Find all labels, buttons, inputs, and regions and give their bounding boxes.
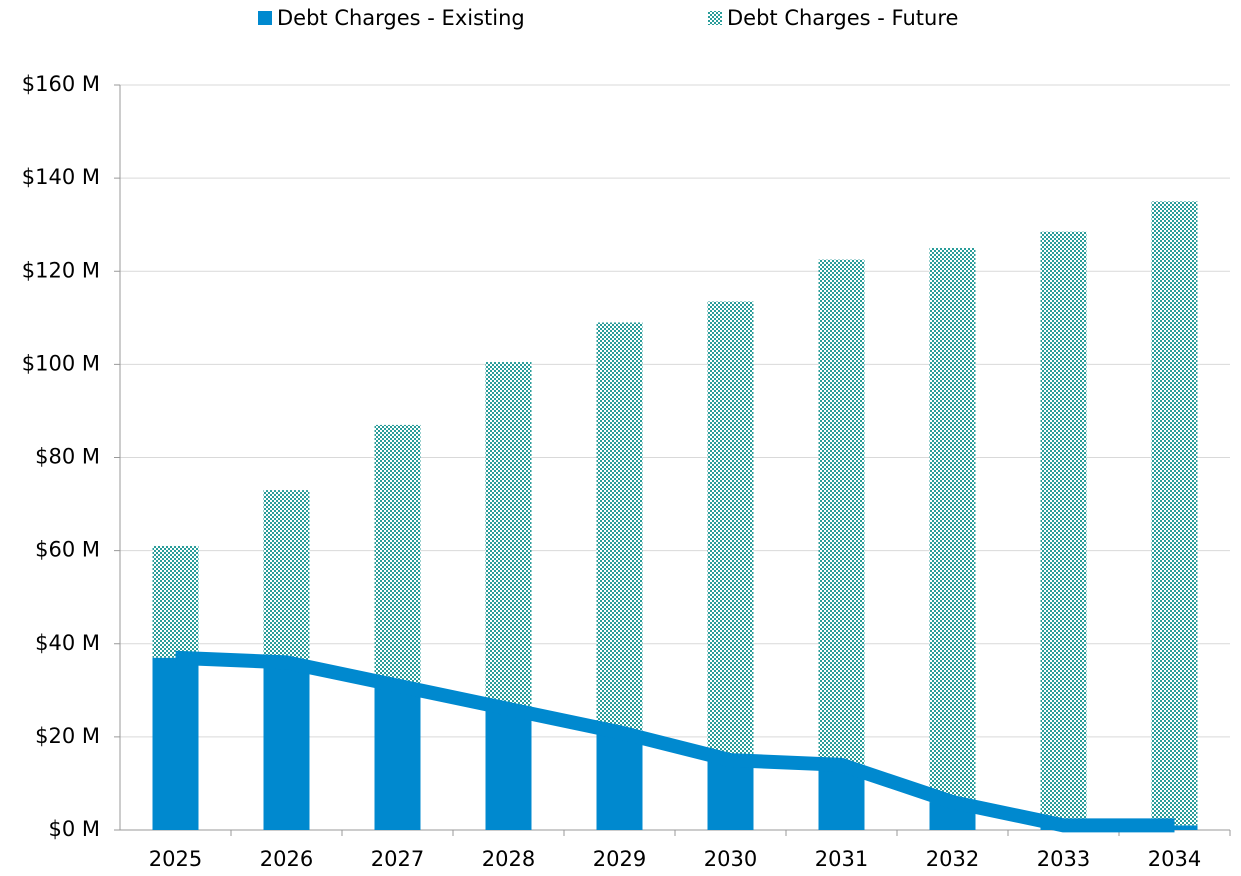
x-tick-label: 2026: [260, 847, 313, 871]
bar: [485, 708, 532, 830]
y-tick-label: $160 M: [22, 72, 100, 96]
x-tick-label: 2030: [704, 847, 757, 871]
y-tick-label: $120 M: [22, 258, 100, 282]
bar: [929, 247, 976, 803]
bar: [152, 657, 199, 830]
x-tick-label: 2028: [482, 847, 535, 871]
bar: [374, 685, 421, 830]
x-tick-label: 2031: [815, 847, 868, 871]
x-tick-label: 2029: [593, 847, 646, 871]
y-tick-label: $60 M: [35, 538, 100, 562]
legend-label: Debt Charges - Existing: [277, 6, 525, 30]
y-tick-label: $140 M: [22, 165, 100, 189]
bar: [485, 362, 532, 709]
bar: [374, 424, 421, 686]
bar: [707, 760, 754, 830]
x-tick-label: 2034: [1148, 847, 1201, 871]
bar: [263, 490, 310, 663]
bar: [818, 259, 865, 765]
legend-swatch: [258, 11, 272, 25]
bar: [596, 322, 643, 733]
x-tick-label: 2032: [926, 847, 979, 871]
y-tick-label: $100 M: [22, 351, 100, 375]
x-tick-label: 2027: [371, 847, 424, 871]
line: [175, 650, 1175, 833]
y-tick-label: $80 M: [35, 445, 100, 469]
bar: [596, 732, 643, 830]
bar: [263, 662, 310, 830]
y-tick-label: $40 M: [35, 631, 100, 655]
legend-swatch: [708, 11, 722, 25]
x-tick-label: 2033: [1037, 847, 1090, 871]
bar: [707, 301, 754, 761]
bar: [1151, 201, 1198, 826]
y-tick-label: $20 M: [35, 724, 100, 748]
x-tick-label: 2025: [149, 847, 202, 871]
bar: [1040, 231, 1087, 826]
legend-label: Debt Charges - Future: [727, 6, 958, 30]
bar: [152, 545, 199, 658]
y-tick-label: $0 M: [48, 817, 100, 841]
